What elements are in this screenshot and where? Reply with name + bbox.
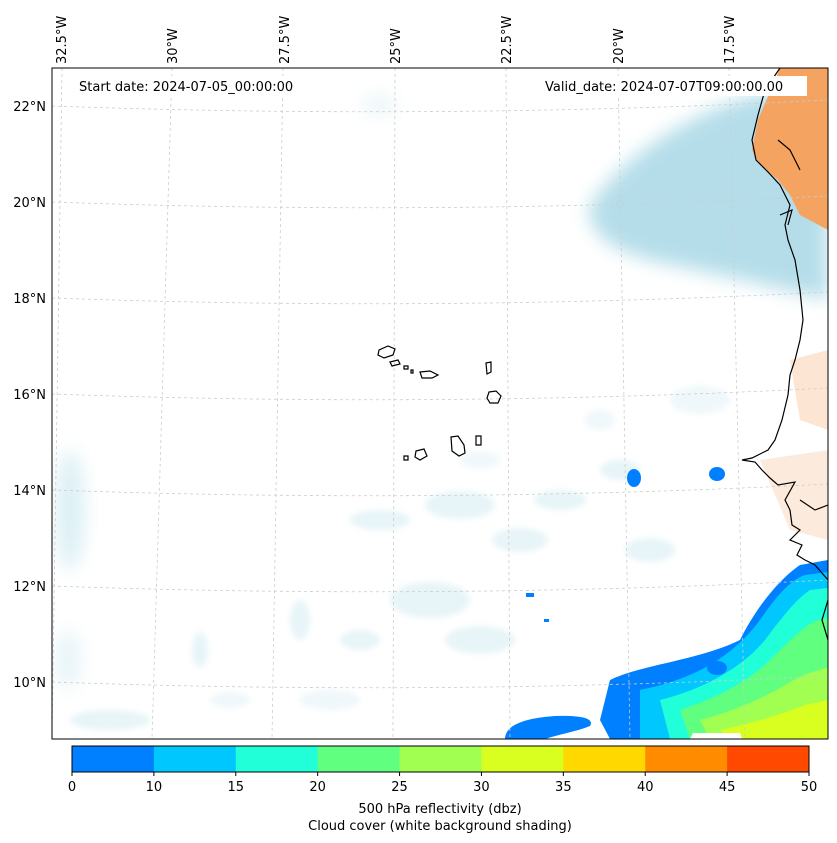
map-border	[51, 67, 829, 740]
colorbar-ticks: 0 10 15 20 25 30 35 40 45 50	[68, 772, 817, 795]
colorbar-frame	[71, 745, 810, 773]
coastline	[741, 68, 828, 641]
longitude-labels: 32.5°W 30°W 27.5°W 25°W 22.5°W 20°W 17.5…	[55, 16, 738, 64]
lon-label: 20°W	[612, 28, 627, 64]
lat-label: 18°N	[13, 292, 46, 307]
lon-label: 32.5°W	[55, 16, 70, 64]
latitude-labels: 22°N 20°N 18°N 16°N 14°N 12°N 10°N	[13, 100, 46, 691]
gridlines	[52, 68, 828, 739]
lat-label: 14°N	[13, 484, 46, 499]
colorbar-swatch	[645, 746, 728, 772]
colorbar-swatch	[72, 746, 155, 772]
colorbar-swatch	[153, 746, 237, 772]
colorbar-tick-label: 20	[309, 780, 326, 795]
reflectivity-field	[505, 467, 828, 739]
colorbar-label-line1: 500 hPa reflectivity (dbz)	[358, 802, 521, 817]
lon-label: 30°W	[166, 28, 181, 64]
lon-label: 25°W	[389, 28, 404, 64]
colorbar-swatch	[563, 746, 646, 772]
colorbar: 0 10 15 20 25 30 35 40 45 50 500 hPa reflectivity…	[68, 745, 817, 834]
lat-label: 16°N	[13, 388, 46, 403]
lon-label: 17.5°W	[723, 16, 738, 64]
land-surface-shading	[752, 68, 828, 540]
lat-label: 12°N	[13, 580, 46, 595]
lat-label: 10°N	[13, 676, 46, 691]
lat-label: 22°N	[13, 100, 46, 115]
lon-label: 22.5°W	[500, 16, 515, 64]
colorbar-tick-label: 35	[555, 780, 572, 795]
start-date-label: Start date: 2024-07-05_00:00:00	[79, 80, 293, 95]
colorbar-swatch	[235, 746, 319, 772]
colorbar-swatch	[317, 746, 401, 772]
colorbar-tick-label: 45	[719, 780, 736, 795]
scattered-cloud-cells	[70, 386, 730, 730]
colorbar-swatches	[72, 746, 810, 772]
valid-date-label: Valid_date: 2024-07-07T09:00:00.00	[545, 80, 783, 95]
colorbar-tick-label: 25	[391, 780, 408, 795]
colorbar-tick-label: 30	[473, 780, 490, 795]
colorbar-label-line2: Cloud cover (white background shading)	[308, 819, 572, 834]
lon-label: 27.5°W	[278, 16, 293, 64]
lat-label: 20°N	[13, 196, 46, 211]
colorbar-tick-label: 10	[146, 780, 163, 795]
colorbar-tick-label: 50	[801, 780, 818, 795]
colorbar-swatch	[399, 746, 482, 772]
colorbar-swatch	[727, 746, 810, 772]
valid-date-bg	[539, 76, 807, 96]
colorbar-tick-label: 0	[68, 780, 76, 795]
colorbar-tick-label: 40	[637, 780, 654, 795]
colorbar-swatch	[481, 746, 564, 772]
colorbar-tick-label: 15	[228, 780, 245, 795]
start-date-bg	[73, 76, 313, 96]
cape-verde-islands	[377, 345, 502, 461]
